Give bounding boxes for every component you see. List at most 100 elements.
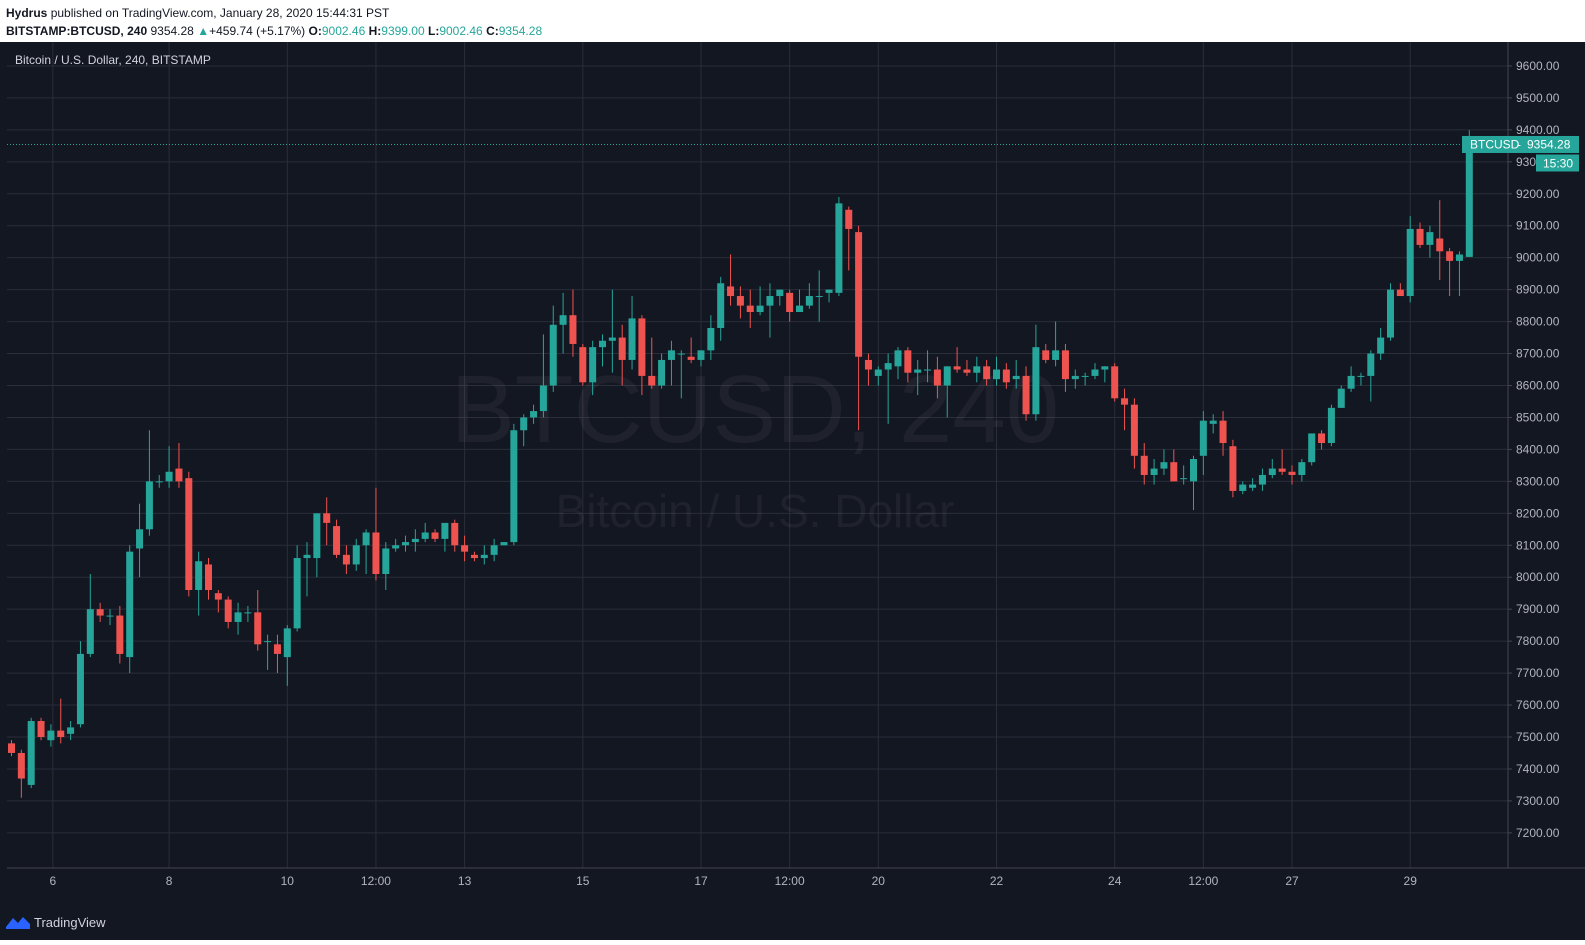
candle-body <box>1081 375 1089 377</box>
candle-body <box>549 324 557 386</box>
candle-up <box>510 423 518 546</box>
open-label: O: <box>308 24 322 38</box>
candle-up <box>500 542 508 546</box>
candle-up <box>1337 385 1345 408</box>
candle-body <box>1180 478 1188 480</box>
last-price-tag: BTCUSD - 9354.28 15:30 <box>1462 135 1579 172</box>
candle-up <box>382 542 390 591</box>
candle-body <box>1426 232 1434 245</box>
candle-body <box>1367 353 1375 376</box>
x-tick-label: 8 <box>166 874 173 888</box>
candle-down <box>342 545 350 575</box>
candle-body <box>17 752 25 779</box>
candle-body <box>67 727 75 734</box>
candle-up <box>441 522 449 552</box>
candle-body <box>1091 369 1099 376</box>
candle-up <box>1406 216 1414 303</box>
candle-down <box>736 286 744 319</box>
candle-up <box>756 286 764 316</box>
candle-body <box>1288 471 1296 475</box>
candle-body <box>530 411 538 418</box>
candle-up <box>608 289 616 373</box>
candle-down <box>1318 430 1326 450</box>
candle-body <box>874 369 882 376</box>
candle-body <box>1436 238 1444 252</box>
candle-body <box>943 366 951 386</box>
candle-body <box>697 350 705 360</box>
candle-body <box>1239 484 1247 491</box>
x-tick-label: 12:00 <box>1188 874 1218 888</box>
footer-brand[interactable]: TradingView <box>6 912 106 932</box>
candle-up <box>195 551 203 616</box>
y-tick-label: 8400.00 <box>1516 442 1560 456</box>
candle-body <box>402 542 409 546</box>
candle-body <box>1022 375 1030 415</box>
candle-down <box>1416 222 1424 249</box>
y-tick-label: 9600.00 <box>1516 59 1560 73</box>
candle-body <box>1278 468 1286 472</box>
price-change: +459.74 (+5.17%) <box>209 24 306 38</box>
candle-up <box>1101 366 1109 383</box>
y-tick-label: 8300.00 <box>1516 474 1560 488</box>
candle-down <box>983 359 991 386</box>
author-name[interactable]: Hydrus <box>6 6 48 20</box>
countdown-box <box>1536 154 1579 172</box>
candle-body <box>1042 350 1050 360</box>
candle-body <box>1052 350 1060 360</box>
candle-body <box>1298 462 1306 475</box>
candle-body <box>1327 407 1335 444</box>
high-label: H: <box>368 24 382 38</box>
candle-down <box>569 289 577 357</box>
candle-up <box>264 634 272 670</box>
x-tick-label: 13 <box>458 874 472 888</box>
candle-down <box>37 717 45 741</box>
candle-up <box>244 605 252 622</box>
candle-up <box>559 292 567 354</box>
candle-body <box>234 612 242 622</box>
candle-body <box>1249 484 1257 488</box>
candle-body <box>993 369 1000 380</box>
candle-up <box>411 529 419 552</box>
y-tick-label: 7600.00 <box>1516 698 1560 712</box>
candle-body <box>1455 254 1463 261</box>
candle-down <box>1288 465 1296 485</box>
candle-up <box>155 474 163 488</box>
candle-body <box>864 359 872 370</box>
candle-up <box>303 542 311 597</box>
candle-body <box>628 318 636 360</box>
candle-down <box>333 519 341 559</box>
y-tick-label: 9100.00 <box>1516 219 1560 233</box>
candle-body <box>825 289 833 293</box>
candle-body <box>1219 420 1227 444</box>
candle-body <box>1032 347 1040 415</box>
candlestick-chart[interactable]: BTCUSD, 240 Bitcoin / U.S. Dollar 7200.0… <box>0 42 1585 940</box>
candle-down <box>431 529 439 543</box>
candle-body <box>244 612 252 614</box>
price-axis[interactable]: 7200.00 7300.00 7400.00 7500.00 7600.00 7700.… <box>1508 59 1560 840</box>
candle-body <box>835 203 843 293</box>
chart-area[interactable]: BTCUSD, 240 Bitcoin / U.S. Dollar 7200.0… <box>0 42 1585 940</box>
candle-body <box>914 369 922 373</box>
y-tick-label: 8600.00 <box>1516 379 1560 393</box>
candle-up <box>776 289 784 306</box>
candle-body <box>539 385 547 412</box>
candle-body <box>1465 144 1473 257</box>
candle-body <box>973 366 981 373</box>
candle-body <box>1061 350 1069 380</box>
y-tick-label: 9200.00 <box>1516 187 1560 201</box>
y-tick-label: 7900.00 <box>1516 602 1560 616</box>
candle-body <box>323 513 331 523</box>
candle-down <box>786 289 794 322</box>
time-axis[interactable]: 6 8 10 12:00 13 15 17 12:00 20 22 24 12:00 27 29 <box>50 874 1418 888</box>
y-tick-label: 7500.00 <box>1516 730 1560 744</box>
candle-body <box>175 468 183 482</box>
candle-body <box>667 350 675 360</box>
y-tick-label: 8000.00 <box>1516 570 1560 584</box>
candle-up <box>362 529 370 575</box>
candle-up <box>796 289 803 313</box>
candle-up <box>421 522 429 543</box>
candle-body <box>589 347 597 383</box>
x-tick-label: 15 <box>576 874 590 888</box>
brand-name: TradingView <box>34 914 106 930</box>
candle-up <box>1327 404 1335 447</box>
